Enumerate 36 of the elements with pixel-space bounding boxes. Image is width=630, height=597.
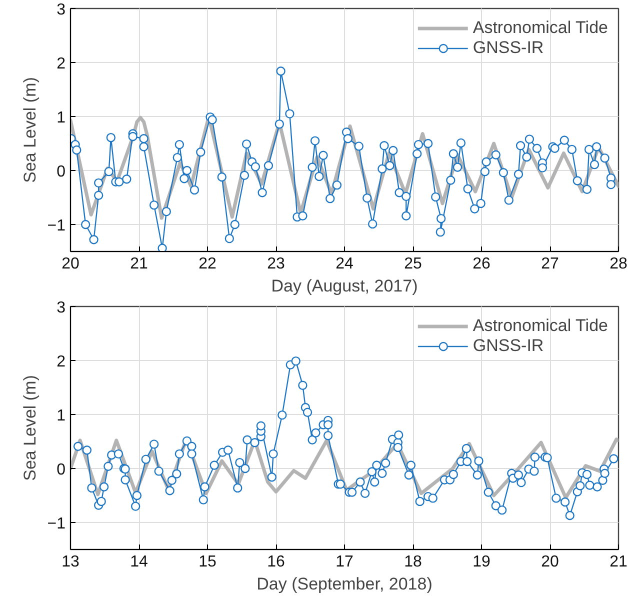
y-tick-label: 2 [56, 56, 66, 72]
x-tick-label: 15 [198, 554, 216, 570]
x-tick-label: 18 [404, 554, 422, 570]
y-tick-label: 1 [56, 408, 66, 424]
y-tick-label: 3 [56, 300, 66, 316]
y-axis-title: Sea Level (m) [20, 375, 40, 481]
x-tick-label: 21 [610, 554, 628, 570]
legend-label: GNSS-IR [472, 336, 544, 356]
x-tick-label: 20 [62, 256, 80, 272]
x-axis-title: Day (September, 2018) [256, 574, 432, 594]
x-tick-label: 14 [130, 554, 148, 570]
x-axis-title: Day (August, 2017) [271, 276, 418, 296]
y-tick-label: −1 [47, 516, 66, 532]
x-tick-label: 19 [472, 554, 490, 570]
legend-label: GNSS-IR [472, 38, 544, 58]
legend-label: Astronomical Tide [472, 18, 608, 38]
x-tick-label: 21 [130, 256, 148, 272]
y-axis-title: Sea Level (m) [20, 77, 40, 183]
x-tick-label: 25 [404, 256, 422, 272]
x-tick-label: 13 [62, 554, 80, 570]
x-tick-label: 24 [336, 256, 354, 272]
x-tick-label: 20 [541, 554, 559, 570]
x-tick-label: 26 [472, 256, 490, 272]
x-tick-label: 16 [267, 554, 285, 570]
y-tick-label: 3 [56, 2, 66, 18]
legend-label: Astronomical Tide [472, 316, 608, 336]
y-tick-label: 0 [56, 164, 66, 180]
y-tick-label: −1 [47, 218, 66, 234]
x-tick-label: 28 [610, 256, 628, 272]
y-tick-label: 1 [56, 110, 66, 126]
y-tick-label: 2 [56, 354, 66, 370]
x-tick-label: 27 [541, 256, 559, 272]
x-tick-label: 22 [198, 256, 216, 272]
y-tick-label: 0 [56, 462, 66, 478]
x-tick-label: 23 [267, 256, 285, 272]
x-tick-label: 17 [336, 554, 354, 570]
